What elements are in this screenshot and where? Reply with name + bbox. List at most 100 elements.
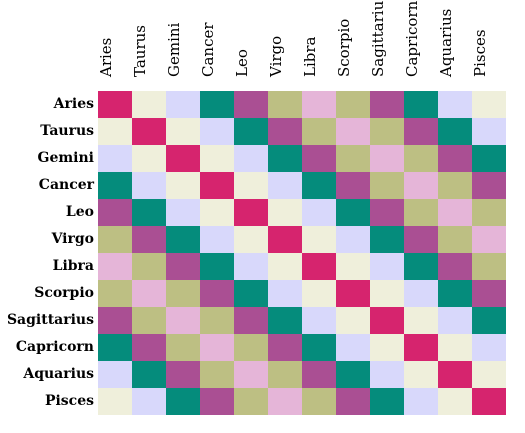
cell-capricorn-pisces [472,334,506,361]
cell-taurus-libra [302,118,336,145]
column-header-row: Aries Taurus Gemini Cancer Leo Virgo Libra Scor… [0,0,525,90]
column-header-sagittarius: Sagittarius [369,0,401,88]
cell-gemini-virgo [268,145,302,172]
row-header-pisces: Pisces [44,393,94,409]
cell-pisces-cancer [200,388,234,415]
cell-cancer-aries [98,172,132,199]
cell-libra-taurus [132,253,166,280]
row-header-aries: Aries [53,96,94,112]
cell-gemini-scorpio [336,145,370,172]
row-header-leo: Leo [65,204,94,220]
cell-capricorn-gemini [166,334,200,361]
cell-cancer-gemini [166,172,200,199]
cell-virgo-libra [302,226,336,253]
cell-gemini-taurus [132,145,166,172]
cell-scorpio-aries [98,280,132,307]
cell-aries-scorpio [336,91,370,118]
column-header-label: Pisces [471,29,489,77]
cell-aquarius-virgo [268,361,302,388]
cell-taurus-taurus [132,118,166,145]
column-header-scorpio: Scorpio [335,2,367,88]
cell-cancer-leo [234,172,268,199]
cell-aries-capricorn [404,91,438,118]
cell-pisces-libra [302,388,336,415]
cell-scorpio-taurus [132,280,166,307]
cell-taurus-virgo [268,118,302,145]
cell-taurus-sagittarius [370,118,404,145]
column-header-label: Sagittarius [369,0,387,77]
cell-leo-libra [302,199,336,226]
cell-aquarius-sagittarius [370,361,404,388]
row-header-taurus: Taurus [40,123,94,139]
cell-scorpio-sagittarius [370,280,404,307]
cell-gemini-aquarius [438,145,472,172]
cell-libra-capricorn [404,253,438,280]
cell-capricorn-taurus [132,334,166,361]
cell-pisces-aries [98,388,132,415]
column-header-pisces: Pisces [471,2,503,88]
cell-capricorn-libra [302,334,336,361]
cell-virgo-pisces [472,226,506,253]
cell-aries-gemini [166,91,200,118]
cell-sagittarius-aquarius [438,307,472,334]
cell-taurus-scorpio [336,118,370,145]
cell-cancer-aquarius [438,172,472,199]
cell-leo-aquarius [438,199,472,226]
cell-pisces-virgo [268,388,302,415]
cell-scorpio-leo [234,280,268,307]
cell-aries-libra [302,91,336,118]
cell-cancer-cancer [200,172,234,199]
cell-scorpio-cancer [200,280,234,307]
cell-capricorn-aries [98,334,132,361]
cell-leo-gemini [166,199,200,226]
cell-sagittarius-taurus [132,307,166,334]
cell-gemini-gemini [166,145,200,172]
cell-scorpio-libra [302,280,336,307]
cell-taurus-cancer [200,118,234,145]
cell-aries-pisces [472,91,506,118]
column-header-label: Aries [97,37,115,77]
column-header-label: Scorpio [335,18,353,77]
cell-virgo-sagittarius [370,226,404,253]
cell-libra-sagittarius [370,253,404,280]
cell-leo-sagittarius [370,199,404,226]
cell-sagittarius-sagittarius [370,307,404,334]
cell-scorpio-virgo [268,280,302,307]
cell-capricorn-virgo [268,334,302,361]
cell-taurus-pisces [472,118,506,145]
cell-libra-aquarius [438,253,472,280]
cell-aries-aries [98,91,132,118]
cell-leo-leo [234,199,268,226]
column-header-label: Virgo [267,35,285,77]
column-header-leo: Leo [233,2,265,88]
cell-libra-virgo [268,253,302,280]
cell-cancer-pisces [472,172,506,199]
cell-pisces-capricorn [404,388,438,415]
cell-aquarius-leo [234,361,268,388]
cell-sagittarius-libra [302,307,336,334]
cell-sagittarius-aries [98,307,132,334]
cell-gemini-leo [234,145,268,172]
cell-leo-cancer [200,199,234,226]
cell-aquarius-gemini [166,361,200,388]
cell-libra-leo [234,253,268,280]
cell-leo-pisces [472,199,506,226]
cell-virgo-aries [98,226,132,253]
cell-capricorn-sagittarius [370,334,404,361]
cell-aries-leo [234,91,268,118]
cell-sagittarius-pisces [472,307,506,334]
cell-aries-aquarius [438,91,472,118]
cell-scorpio-gemini [166,280,200,307]
column-header-virgo: Virgo [267,2,299,88]
cell-pisces-taurus [132,388,166,415]
column-header-label: Libra [301,36,319,77]
cell-virgo-cancer [200,226,234,253]
column-header-gemini: Gemini [165,2,197,88]
cell-taurus-aquarius [438,118,472,145]
row-header-aquarius: Aquarius [23,366,94,382]
cell-cancer-virgo [268,172,302,199]
cell-gemini-cancer [200,145,234,172]
cell-sagittarius-gemini [166,307,200,334]
cell-aquarius-libra [302,361,336,388]
cell-pisces-gemini [166,388,200,415]
